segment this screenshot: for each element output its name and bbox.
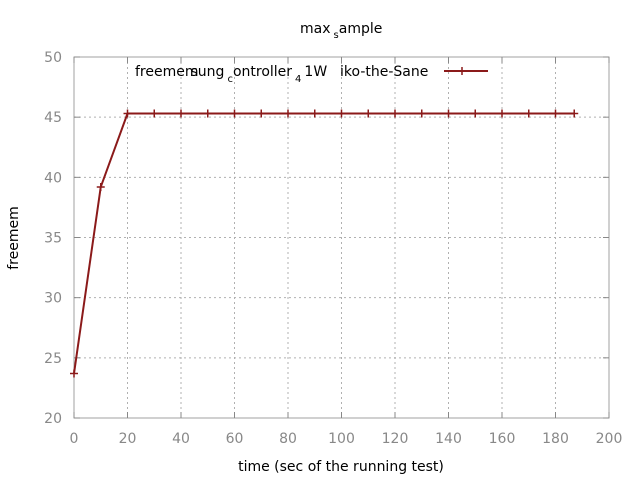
data-point-marker — [284, 109, 292, 118]
data-point-marker — [177, 109, 185, 118]
y-tick-label: 45 — [44, 110, 62, 126]
x-tick-label: 180 — [542, 431, 569, 447]
data-point-marker — [96, 182, 105, 191]
x-tick-label: 0 — [70, 431, 79, 447]
data-point-marker — [70, 369, 78, 378]
y-tick-label: 40 — [44, 170, 62, 186]
legend-label-part1: freememsung controller 4 1W — [135, 64, 327, 85]
y-tick-label: 20 — [44, 411, 62, 427]
data-point-marker — [471, 109, 480, 118]
legend-swatch-marker — [458, 67, 466, 75]
data-point-marker — [364, 109, 373, 118]
x-tick-label: 120 — [382, 431, 409, 447]
x-tick-label: 200 — [596, 431, 623, 447]
data-point-marker — [391, 109, 399, 118]
axis-ticks: 0 20 40 60 80 100 120 140 160 180 200 20 25 30 35 40 45 5… — [44, 50, 622, 447]
legend-label-part2: iko-the-Sane — [340, 64, 428, 80]
y-tick-label: 25 — [44, 351, 62, 367]
data-point-marker — [150, 109, 159, 118]
x-tick-label: 80 — [279, 431, 297, 447]
chart-title-subscript: s — [334, 30, 339, 41]
x-tick-label: 140 — [435, 431, 462, 447]
chart-title-tail: ample — [339, 21, 383, 37]
legend: freememsung controller 4 1W iko-the-Sane — [135, 64, 488, 85]
x-tick-label: 20 — [119, 431, 137, 447]
x-tick-label: 160 — [489, 431, 516, 447]
y-tick-label: 35 — [44, 231, 62, 247]
y-axis-label: freemem — [6, 206, 22, 270]
data-point-marker — [257, 109, 266, 118]
data-point-marker — [498, 109, 506, 118]
y-tick-label: 30 — [44, 291, 62, 307]
y-tick-label: 50 — [44, 50, 62, 66]
x-tick-label: 100 — [328, 431, 355, 447]
data-point-marker — [570, 109, 579, 118]
data-point-marker — [444, 109, 453, 118]
series-line — [73, 112, 575, 374]
data-point-marker — [551, 109, 560, 118]
data-point-marker — [524, 109, 533, 118]
data-point-marker — [417, 109, 426, 118]
series-freemem — [70, 109, 579, 378]
x-axis-label: time (sec of the running test) — [238, 459, 444, 475]
data-point-marker — [123, 109, 132, 118]
data-point-marker — [230, 109, 239, 118]
data-point-marker — [337, 109, 346, 118]
chart-title: max sample — [300, 21, 382, 41]
data-point-marker — [310, 109, 319, 118]
data-point-marker — [203, 109, 212, 118]
x-tick-label: 60 — [226, 431, 244, 447]
chart-title-main: max — [300, 21, 331, 37]
x-tick-label: 40 — [172, 431, 190, 447]
